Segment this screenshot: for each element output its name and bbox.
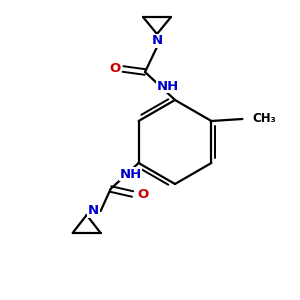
Text: O: O	[110, 62, 121, 76]
Text: CH₃: CH₃	[252, 112, 276, 125]
Text: N: N	[152, 34, 163, 47]
Text: NH: NH	[119, 167, 142, 181]
Text: NH: NH	[157, 80, 179, 92]
Text: O: O	[137, 188, 148, 200]
Text: N: N	[88, 205, 99, 218]
